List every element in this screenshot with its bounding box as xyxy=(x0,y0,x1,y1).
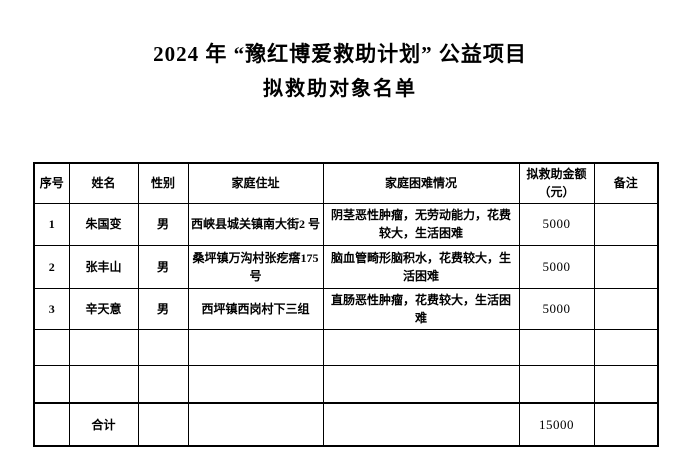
total-row: 合计 15000 xyxy=(33,402,659,447)
cell-name: 朱国变 xyxy=(68,202,139,246)
empty-cell xyxy=(137,402,189,447)
cell-seq: 2 xyxy=(33,244,70,289)
empty-cell xyxy=(187,364,324,404)
col-header-remark: 备注 xyxy=(593,162,659,204)
cell-gender: 男 xyxy=(137,202,189,246)
empty-row xyxy=(33,328,659,366)
empty-cell xyxy=(593,402,659,447)
document-title-block: 2024 年 “豫红博爱救助计划” 公益项目 拟救助对象名单 xyxy=(0,42,680,100)
empty-cell xyxy=(322,328,520,366)
col-header-difficulty: 家庭困难情况 xyxy=(322,162,520,204)
aid-recipients-table: 序号 姓名 性别 家庭住址 家庭困难情况 拟救助金额（元） 备注 1 朱国变 男… xyxy=(33,162,659,447)
col-header-gender: 性别 xyxy=(137,162,189,204)
col-header-address: 家庭住址 xyxy=(187,162,324,204)
empty-cell xyxy=(322,402,520,447)
cell-gender: 男 xyxy=(137,244,189,289)
empty-cell xyxy=(33,364,70,404)
cell-remark xyxy=(593,244,659,289)
cell-address: 西峡县城关镇南大街2 号 xyxy=(187,202,324,246)
cell-address: 西坪镇西岗村下三组 xyxy=(187,287,324,330)
cell-amount: 5000 xyxy=(518,287,595,330)
cell-name: 辛天意 xyxy=(68,287,139,330)
empty-cell xyxy=(593,328,659,366)
empty-cell xyxy=(518,364,595,404)
table-row: 3 辛天意 男 西坪镇西岗村下三组 直肠恶性肿瘤，花费较大，生活困难 5000 xyxy=(33,287,659,330)
table-row: 2 张丰山 男 桑坪镇万沟村张疙瘩175 号 脑血管畸形脑积水，花费较大，生活困… xyxy=(33,244,659,289)
empty-cell xyxy=(33,328,70,366)
cell-amount: 5000 xyxy=(518,244,595,289)
empty-cell xyxy=(137,364,189,404)
empty-cell xyxy=(137,328,189,366)
empty-cell xyxy=(593,364,659,404)
col-header-name: 姓名 xyxy=(68,162,139,204)
cell-difficulty: 脑血管畸形脑积水，花费较大，生活困难 xyxy=(322,244,520,289)
cell-seq: 3 xyxy=(33,287,70,330)
empty-row xyxy=(33,364,659,404)
empty-cell xyxy=(518,328,595,366)
cell-difficulty: 直肠恶性肿瘤，花费较大，生活困难 xyxy=(322,287,520,330)
document-title: 2024 年 “豫红博爱救助计划” 公益项目 xyxy=(153,42,527,66)
total-label-cell: 合计 xyxy=(68,402,139,447)
document-subtitle: 拟救助对象名单 xyxy=(263,78,417,100)
cell-amount: 5000 xyxy=(518,202,595,246)
empty-cell xyxy=(322,364,520,404)
empty-cell xyxy=(187,328,324,366)
col-header-seq: 序号 xyxy=(33,162,70,204)
cell-gender: 男 xyxy=(137,287,189,330)
table-header-row: 序号 姓名 性别 家庭住址 家庭困难情况 拟救助金额（元） 备注 xyxy=(33,162,659,204)
table-row: 1 朱国变 男 西峡县城关镇南大街2 号 阴茎恶性肿瘤，无劳动能力，花费较大，生… xyxy=(33,202,659,246)
empty-cell xyxy=(68,328,139,366)
cell-name: 张丰山 xyxy=(68,244,139,289)
cell-remark xyxy=(593,287,659,330)
cell-remark xyxy=(593,202,659,246)
empty-cell xyxy=(68,364,139,404)
cell-address: 桑坪镇万沟村张疙瘩175 号 xyxy=(187,244,324,289)
total-amount-cell: 15000 xyxy=(518,402,595,447)
cell-seq: 1 xyxy=(33,202,70,246)
col-header-amount: 拟救助金额（元） xyxy=(518,162,595,204)
empty-cell xyxy=(187,402,324,447)
cell-difficulty: 阴茎恶性肿瘤，无劳动能力，花费较大，生活困难 xyxy=(322,202,520,246)
empty-cell xyxy=(33,402,70,447)
